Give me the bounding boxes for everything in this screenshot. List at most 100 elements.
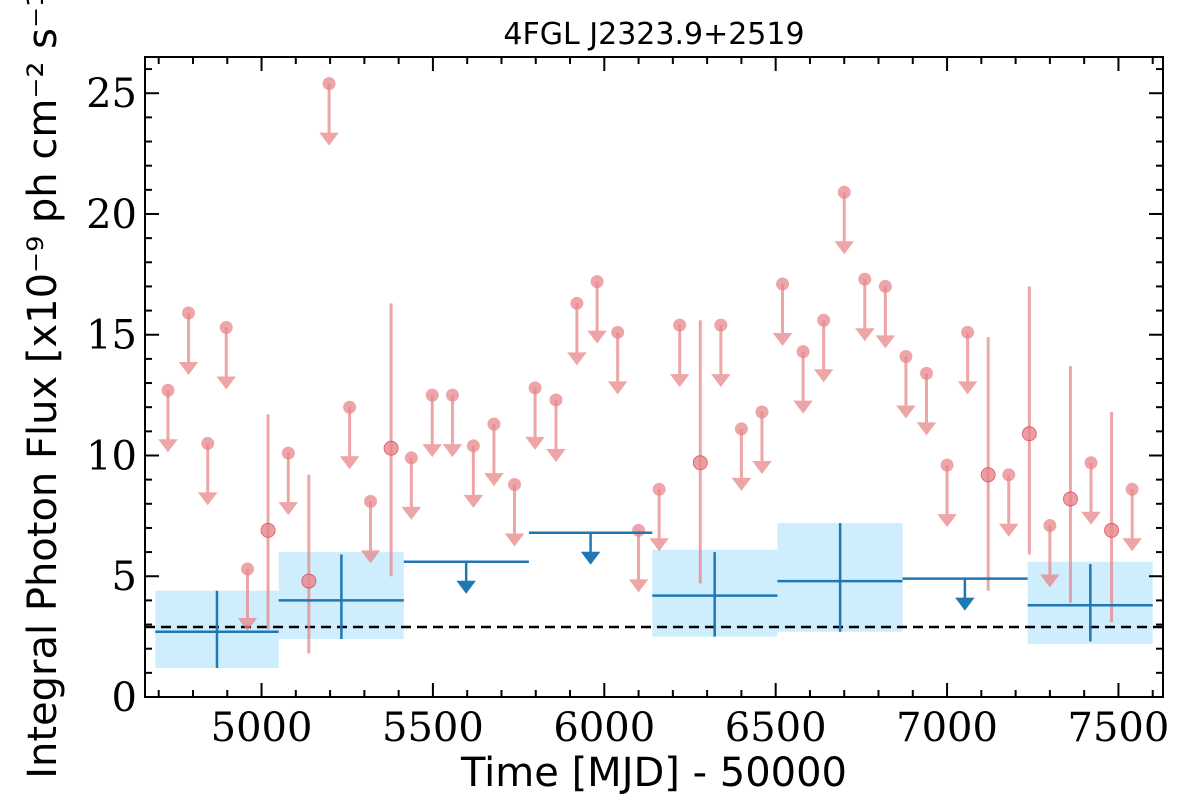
data-point (692, 455, 708, 471)
fine-upper-limit (567, 296, 587, 366)
coarse-upper-limit (528, 531, 653, 565)
upper-limit-arrow (752, 412, 772, 475)
upper-limit-arrowhead (237, 618, 258, 631)
fine-upper-limit (197, 436, 218, 506)
upper-limit-arrow (546, 399, 566, 462)
upper-limit-arrowhead (957, 381, 978, 395)
upper-limit-arrow (999, 474, 1019, 537)
fine-upper-limit (916, 366, 937, 436)
y-tick-label: 5 (112, 554, 137, 600)
x-tick-label: 7500 (1068, 705, 1170, 751)
upper-limit-arrow (580, 532, 601, 565)
fine-upper-limit (752, 405, 772, 475)
upper-limit-arrowhead (649, 538, 669, 552)
x-tick-label: 6000 (553, 705, 655, 751)
upper-limit-arrow (711, 325, 731, 388)
upper-limit-arrow (628, 530, 649, 593)
y-tick-label: 25 (86, 71, 137, 117)
y-tick-label: 20 (86, 192, 137, 238)
upper-limit-arrowhead (319, 132, 339, 146)
upper-limit-arrow (957, 332, 978, 395)
fine-detection (383, 303, 399, 577)
plot-frame (144, 56, 1164, 698)
upper-limit-arrowhead (793, 400, 813, 414)
upper-limit-arrow (360, 501, 381, 564)
fine-upper-limit (957, 325, 978, 395)
upper-limit-arrowhead (834, 241, 854, 255)
upper-limit-arrow (1081, 462, 1101, 525)
upper-limit-arrowhead (178, 362, 199, 375)
upper-limit-arrowhead (587, 330, 607, 344)
upper-limit-arrowhead (607, 381, 628, 395)
fine-upper-limit (319, 77, 339, 146)
fine-upper-limit (772, 277, 793, 347)
x-tick-label: 6500 (725, 705, 827, 751)
upper-limit-arrow (456, 561, 476, 594)
x-tick-label: 5500 (382, 705, 484, 751)
upper-limit-arrowhead (360, 550, 381, 564)
upper-limit-arrow (401, 457, 422, 520)
fine-upper-limit (237, 562, 258, 631)
fine-upper-limit (158, 383, 178, 453)
fine-upper-limit (834, 185, 854, 255)
fine-upper-limit (360, 494, 381, 564)
upper-limit-arrow (319, 83, 339, 146)
fine-upper-limit (793, 345, 813, 414)
upper-limit-arrowhead (197, 492, 218, 506)
data-point (301, 573, 317, 589)
upper-limit-arrowhead (1081, 511, 1101, 525)
upper-limit-arrow (525, 387, 545, 450)
upper-limit-arrowhead (580, 551, 601, 565)
coarse-detection (155, 590, 279, 669)
upper-limit-arrow (197, 443, 218, 506)
upper-limit-arrow (484, 424, 504, 487)
upper-limit-arrow (669, 325, 690, 388)
fine-upper-limit (855, 272, 875, 342)
upper-limit-arrow (937, 465, 957, 528)
data-point (383, 440, 399, 456)
y-tick-label: 0 (112, 675, 137, 721)
fine-upper-limit (442, 388, 463, 458)
coarse-detection (777, 523, 903, 632)
y-tick-label: 15 (86, 313, 137, 359)
upper-limit-arrow (587, 281, 607, 344)
upper-limit-arrow (339, 407, 360, 470)
fine-upper-limit (1081, 456, 1101, 525)
fine-upper-limit (1122, 482, 1142, 552)
upper-limit-arrowhead (628, 579, 649, 593)
fine-detection (1062, 366, 1078, 603)
fine-upper-limit (649, 482, 669, 552)
upper-limit-arrow (955, 578, 975, 611)
fine-detection (980, 337, 996, 591)
upper-limit-arrowhead (937, 514, 957, 528)
upper-limit-arrow (504, 484, 525, 547)
fine-upper-limit (711, 318, 731, 388)
fine-upper-limit (1040, 519, 1060, 588)
fine-upper-limit (875, 279, 896, 349)
upper-limit-arrow (896, 356, 916, 419)
upper-limit-arrow (178, 313, 199, 375)
upper-limit-arrowhead (1122, 538, 1142, 552)
upper-limit-arrowhead (955, 597, 975, 611)
upper-limit-arrowhead (504, 533, 525, 547)
data-point (1021, 426, 1037, 442)
coarse-bin-series (155, 523, 1153, 669)
upper-limit-arrow (649, 489, 669, 552)
upper-limit-arrowhead (484, 473, 504, 487)
data-point (260, 522, 276, 538)
upper-limit-arrow (567, 303, 587, 366)
coarse-upper-limit (403, 560, 529, 594)
data-point (1104, 522, 1120, 538)
upper-limit-arrowhead (158, 439, 178, 453)
y-axis-label: Integral Photon Flux [x10⁻⁹ ph cm⁻² s⁻¹] (20, 0, 66, 779)
fine-upper-limit (401, 451, 422, 520)
upper-limit-arrow (158, 390, 178, 453)
fine-upper-limit (525, 381, 545, 450)
upper-limit-arrow (422, 395, 442, 458)
fine-upper-limit (628, 523, 649, 593)
coarse-detection (278, 554, 404, 640)
fine-detection (301, 474, 317, 654)
upper-limit-arrowhead (442, 444, 463, 458)
upper-limit-arrow (772, 284, 793, 347)
